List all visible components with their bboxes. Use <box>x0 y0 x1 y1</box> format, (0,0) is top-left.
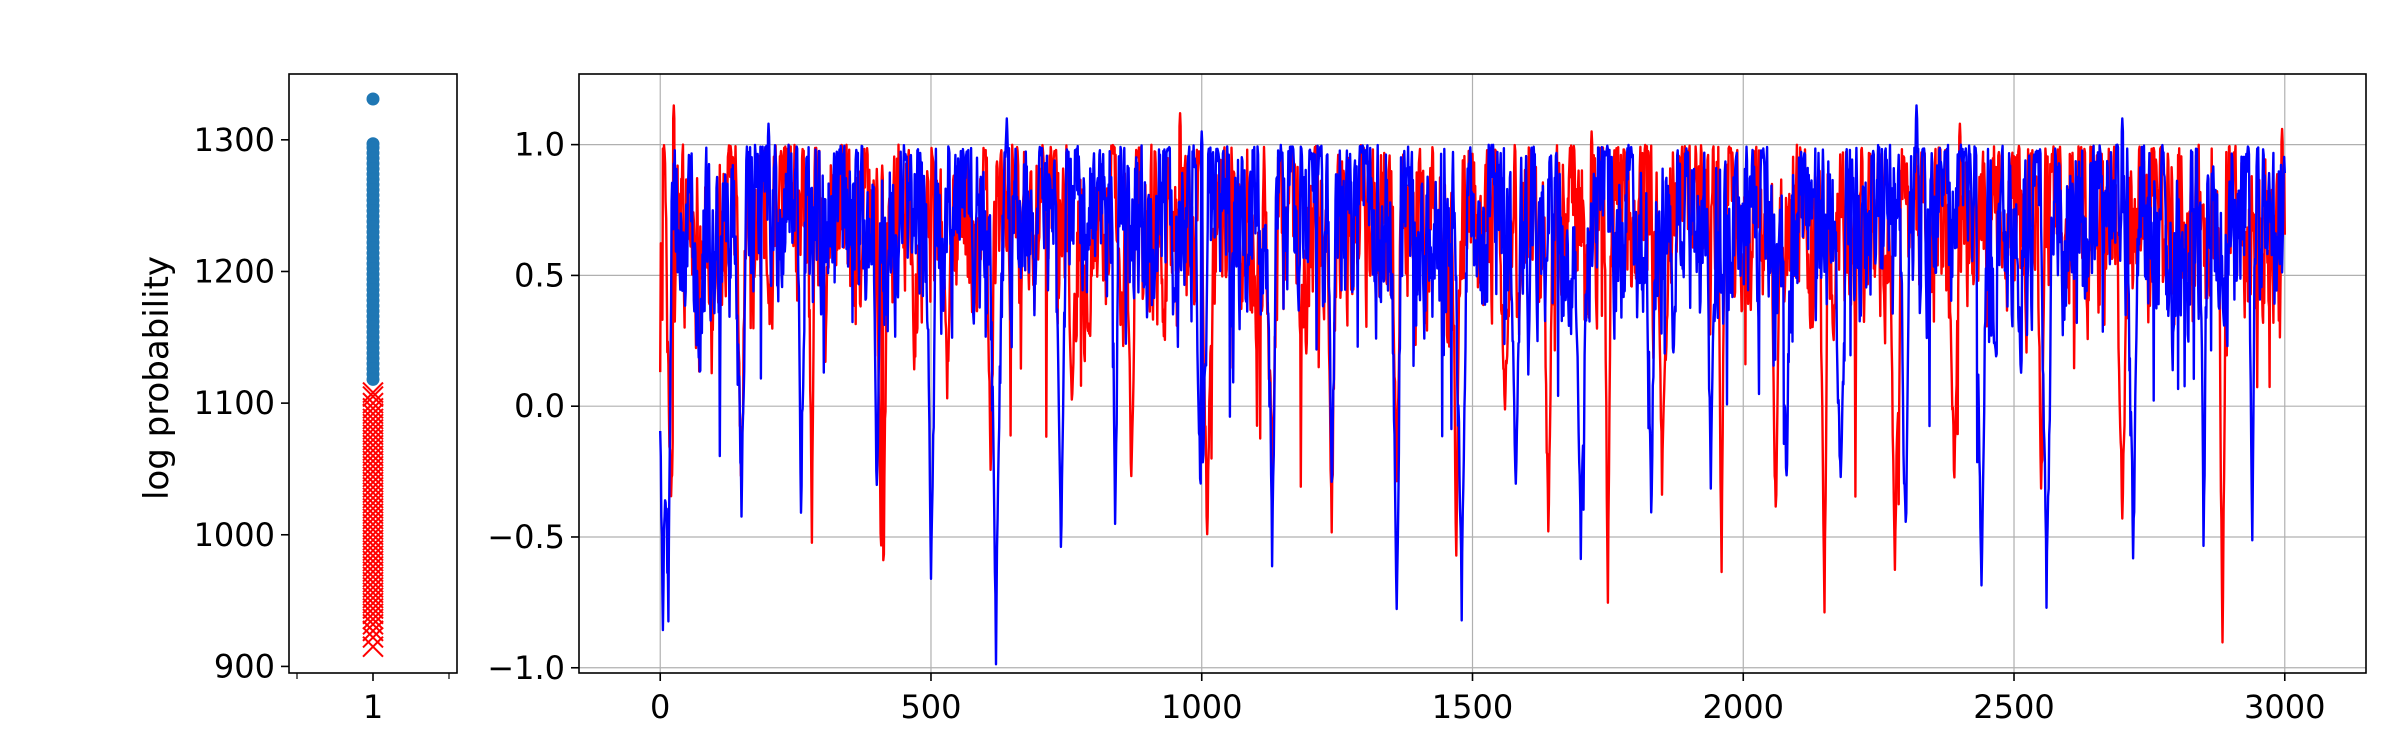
scatter-point-rejected <box>362 402 384 425</box>
scatter-point-rejected <box>362 392 384 414</box>
scatter-point-rejected <box>362 608 384 630</box>
scatter-point-rejected <box>362 524 384 546</box>
scatter-point-rejected <box>362 587 384 609</box>
scatter-point-rejected <box>362 397 384 420</box>
scatter-point-rejected <box>362 497 384 520</box>
left-panel-markers <box>362 92 384 658</box>
left-xtick-label: 1 <box>363 688 383 726</box>
scatter-point-rejected <box>362 476 384 499</box>
scatter-point-rejected <box>362 529 384 551</box>
trace-line-red <box>659 104 2286 644</box>
scatter-point-rejected <box>362 518 384 541</box>
scatter-point-rejected <box>362 592 384 614</box>
xtick-label: 1500 <box>1432 688 1513 726</box>
scatter-point-rejected <box>362 429 384 451</box>
scatter-point-rejected <box>362 603 384 625</box>
scatter-point-rejected <box>362 539 384 562</box>
scatter-point-rejected <box>362 424 384 446</box>
scatter-point-rejected <box>362 534 384 557</box>
scatter-point-accepted <box>366 372 380 386</box>
scatter-point-rejected <box>362 576 384 599</box>
trace-panel-lines <box>659 104 2286 666</box>
trace-line-blue <box>659 104 2286 666</box>
left-panel-frame <box>288 73 458 674</box>
scatter-point-rejected <box>362 492 384 514</box>
scatter-point-rejected <box>362 381 384 404</box>
left-ytick-label: 900 <box>214 647 275 685</box>
scatter-point-rejected <box>362 502 384 525</box>
scatter-point-rejected <box>362 555 384 578</box>
scatter-point-rejected <box>362 513 384 535</box>
scatter-point-rejected <box>362 434 384 456</box>
xtick-label: 3000 <box>2244 688 2325 726</box>
xtick-label: 2500 <box>1973 688 2054 726</box>
xtick-label: 2000 <box>1703 688 1784 726</box>
scatter-point-rejected <box>362 413 384 435</box>
scatter-point-rejected <box>362 571 384 593</box>
scatter-point-rejected <box>362 620 384 642</box>
scatter-point-rejected <box>362 418 384 441</box>
scatter-point-accepted <box>366 92 380 106</box>
ytick-label: −0.5 <box>487 518 565 556</box>
trace-panel-ticks: 0 500 1000 1500 2000 2500 3000 −1.0 −0.5 0.0 0.5 1.… <box>487 126 2325 726</box>
scatter-point-rejected <box>362 508 384 530</box>
left-ytick-label: 1100 <box>194 384 275 422</box>
ytick-label: 1.0 <box>514 126 565 164</box>
scatter-point-rejected <box>362 471 384 493</box>
scatter-point-rejected <box>362 385 384 408</box>
scatter-point-rejected <box>362 439 384 462</box>
scatter-point-rejected <box>362 445 384 467</box>
log-probability-panel: 900 1000 1100 1200 1300 1 log probability <box>137 73 458 726</box>
scatter-point-rejected <box>362 481 384 504</box>
scatter-point-rejected <box>362 597 384 620</box>
left-ytick-label: 1000 <box>194 516 275 554</box>
left-panel-ylabel: log probability <box>137 256 177 500</box>
scatter-point-rejected <box>362 581 384 604</box>
xtick-label: 0 <box>650 688 670 726</box>
scatter-point-rejected <box>362 450 384 472</box>
scatter-point-rejected <box>362 487 384 509</box>
left-ytick-label: 1200 <box>194 252 275 290</box>
left-panel-ticks: 900 1000 1100 1200 1300 1 <box>194 121 450 726</box>
scatter-point-rejected <box>362 550 384 572</box>
scatter-point-rejected <box>362 560 384 583</box>
scatter-point-rejected <box>362 545 384 567</box>
ytick-label: 0.5 <box>514 256 565 294</box>
trace-panel: 0 500 1000 1500 2000 2500 3000 −1.0 −0.5 0.0 0.5 1.… <box>487 73 2367 726</box>
ytick-label: 0.0 <box>514 387 565 425</box>
scatter-point-rejected <box>362 635 384 658</box>
scatter-point-rejected <box>362 455 384 478</box>
scatter-point-rejected <box>362 460 384 483</box>
scatter-point-rejected <box>362 566 384 588</box>
xtick-label: 500 <box>900 688 961 726</box>
ytick-label: −1.0 <box>487 649 565 687</box>
left-ytick-label: 1300 <box>194 121 275 159</box>
scatter-point-rejected <box>362 466 384 488</box>
xtick-label: 1000 <box>1161 688 1242 726</box>
scatter-point-rejected <box>362 408 384 430</box>
trace-panel-frame <box>578 73 2367 674</box>
scatter-point-rejected <box>362 626 384 649</box>
